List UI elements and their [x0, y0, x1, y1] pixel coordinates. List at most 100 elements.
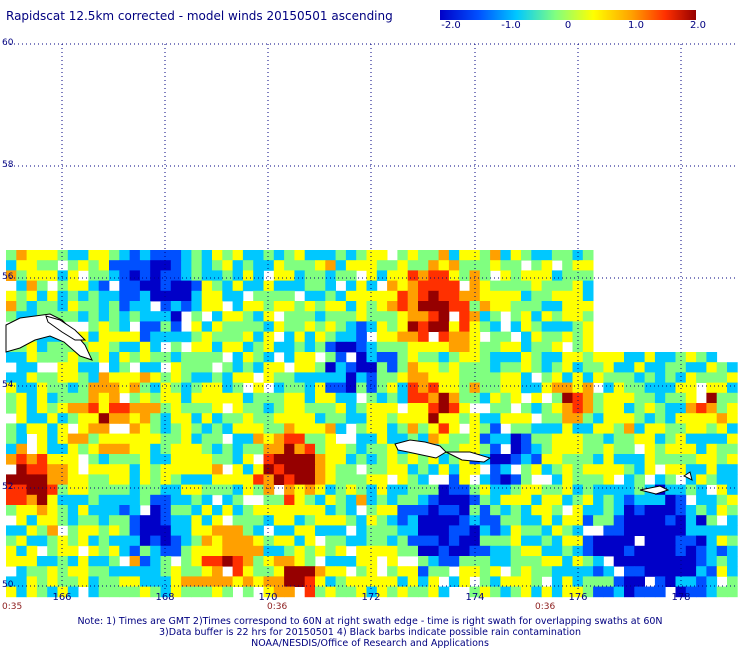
wind-cell [242, 515, 254, 526]
wind-cell [624, 525, 635, 536]
wind-cell [325, 454, 336, 465]
wind-cell [253, 290, 264, 302]
wind-cells [6, 250, 738, 598]
wind-cell [407, 321, 419, 332]
wind-cell [222, 525, 233, 536]
wind-cell [98, 280, 110, 292]
wind-cell [531, 331, 542, 343]
wind-cell [603, 586, 615, 598]
wind-cell [139, 545, 151, 557]
wind-cell [376, 413, 388, 424]
wind-cell [397, 341, 409, 353]
wind-cell [448, 545, 460, 557]
wind-cell [551, 484, 563, 496]
wind-cell [109, 515, 120, 526]
wind-cell [521, 311, 532, 322]
wind-cell [500, 515, 512, 526]
wind-cell [356, 535, 367, 547]
colorbar-label-zero: 0 [564, 20, 572, 31]
wind-cell [78, 250, 89, 261]
wind-cell [150, 423, 161, 434]
wind-cell [582, 413, 594, 424]
wind-cell [67, 352, 79, 363]
wind-cell [562, 443, 573, 455]
wind-cell [181, 454, 192, 465]
wind-cell [438, 525, 450, 536]
wind-cell [490, 331, 501, 343]
wind-cell [160, 260, 172, 271]
wind-cell [562, 525, 573, 536]
wind-cell [510, 413, 522, 424]
wind-cell [716, 433, 728, 445]
wind-cell [284, 260, 295, 271]
wind-cell [150, 403, 161, 414]
wind-cell [212, 341, 223, 353]
wind-cell [727, 535, 738, 547]
wind-cell [315, 576, 326, 587]
wind-cell [696, 443, 707, 455]
wind-cell [201, 505, 213, 516]
wind-cell [706, 535, 718, 547]
wind-cell [490, 250, 501, 261]
wind-cell [325, 566, 336, 577]
wind-cell [582, 443, 594, 455]
wind-cell [531, 484, 542, 496]
wind-cell [129, 525, 141, 536]
wind-cell [490, 464, 501, 475]
wind-cell [593, 566, 604, 577]
wind-cell [345, 331, 357, 343]
wind-cell [26, 576, 38, 587]
wind-cell [459, 545, 470, 557]
wind-cell [304, 372, 316, 383]
wind-cell [438, 433, 450, 445]
wind-cell [109, 525, 120, 536]
wind-cell [129, 484, 141, 496]
wind-cell [160, 392, 172, 404]
wind-cell [387, 290, 398, 302]
wind-cell [201, 535, 213, 547]
wind-cell [407, 525, 419, 536]
wind-cell [438, 464, 450, 475]
wind-cell [16, 260, 27, 271]
wind-cell [448, 423, 460, 434]
wind-cell [479, 545, 491, 557]
wind-cell [253, 321, 264, 332]
wind-cell [212, 433, 223, 445]
wind-cell [57, 362, 69, 373]
wind-cell [551, 382, 563, 394]
wind-cell [345, 494, 357, 506]
wind-cell [438, 423, 450, 434]
wind-cell [654, 413, 666, 424]
wind-cell [16, 586, 27, 598]
wind-cell [36, 301, 48, 312]
wind-cell [315, 566, 326, 577]
wind-cell [366, 423, 378, 434]
wind-cell [284, 423, 295, 434]
wind-cell [448, 382, 460, 394]
wind-cell [304, 301, 316, 312]
wind-cell [459, 494, 470, 506]
wind-cell [273, 362, 285, 373]
wind-cell [613, 403, 625, 414]
wind-cell [696, 535, 707, 547]
wind-cell [181, 556, 192, 567]
wind-cell [222, 494, 233, 506]
wind-cell [387, 413, 398, 424]
wind-cell [366, 474, 378, 485]
wind-cell [170, 505, 182, 516]
wind-cell [366, 392, 378, 404]
wind-cell [325, 586, 336, 598]
wind-cell [57, 494, 69, 506]
note-line-1: Note: 1) Times are GMT 2)Times correspon… [77, 616, 663, 627]
wind-cell [356, 474, 367, 485]
wind-cell [253, 362, 264, 373]
wind-cell [98, 505, 110, 516]
wind-cell [727, 556, 738, 567]
wind-cell [325, 403, 336, 414]
wind-cell [696, 576, 707, 587]
wind-cell [201, 290, 213, 302]
wind-cell [675, 545, 687, 557]
wind-cell [448, 464, 460, 475]
wind-cell [26, 464, 38, 475]
wind-cell [531, 321, 542, 332]
